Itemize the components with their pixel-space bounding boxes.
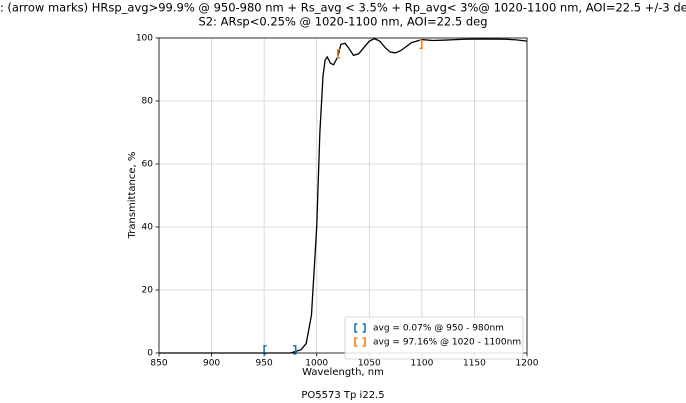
legend-label: avg = 0.07% @ 950 - 980nm: [373, 324, 504, 334]
data-line: [159, 37, 528, 354]
x-tick-label: 1200: [516, 359, 539, 369]
legend-box: [344, 316, 524, 360]
y-axis-label: Transmittance, %: [127, 152, 138, 240]
x-tick-label: 1150: [463, 359, 486, 369]
x-tick-label: 950: [256, 359, 273, 369]
y-tick-label: 100: [136, 34, 153, 44]
x-tick-label: 1000: [305, 359, 328, 369]
bracket-marker: [336, 48, 341, 59]
x-tick-label: 900: [203, 359, 220, 369]
plot-frame: [158, 37, 528, 354]
x-tick-label: 1050: [358, 359, 381, 369]
y-tick-label: 80: [142, 97, 154, 107]
legend-label: avg = 97.16% @ 1020 - 1100nm: [373, 338, 521, 348]
caption: PO5573 Tp i22.5: [301, 390, 384, 401]
legend-marker: [354, 323, 366, 333]
bracket-marker: [419, 39, 423, 50]
x-axis-label: Wavelength, nm: [302, 367, 384, 378]
legend-marker: [354, 337, 366, 347]
y-tick-label: 20: [142, 286, 154, 296]
chart-title: S1: (arrow marks) HRsp_avg>99.9% @ 950-9…: [0, 1, 686, 15]
bracket-marker: [293, 345, 297, 355]
x-tick-label: 850: [150, 359, 167, 369]
chart-subtitle: S2: ARsp<0.25% @ 1020-1100 nm, AOI=22.5 …: [198, 15, 487, 29]
y-tick-label: 60: [142, 160, 154, 170]
x-tick-label: 1100: [410, 359, 433, 369]
y-tick-label: 40: [142, 223, 154, 233]
bracket-marker: [263, 345, 267, 355]
y-tick-label: 0: [147, 349, 153, 359]
